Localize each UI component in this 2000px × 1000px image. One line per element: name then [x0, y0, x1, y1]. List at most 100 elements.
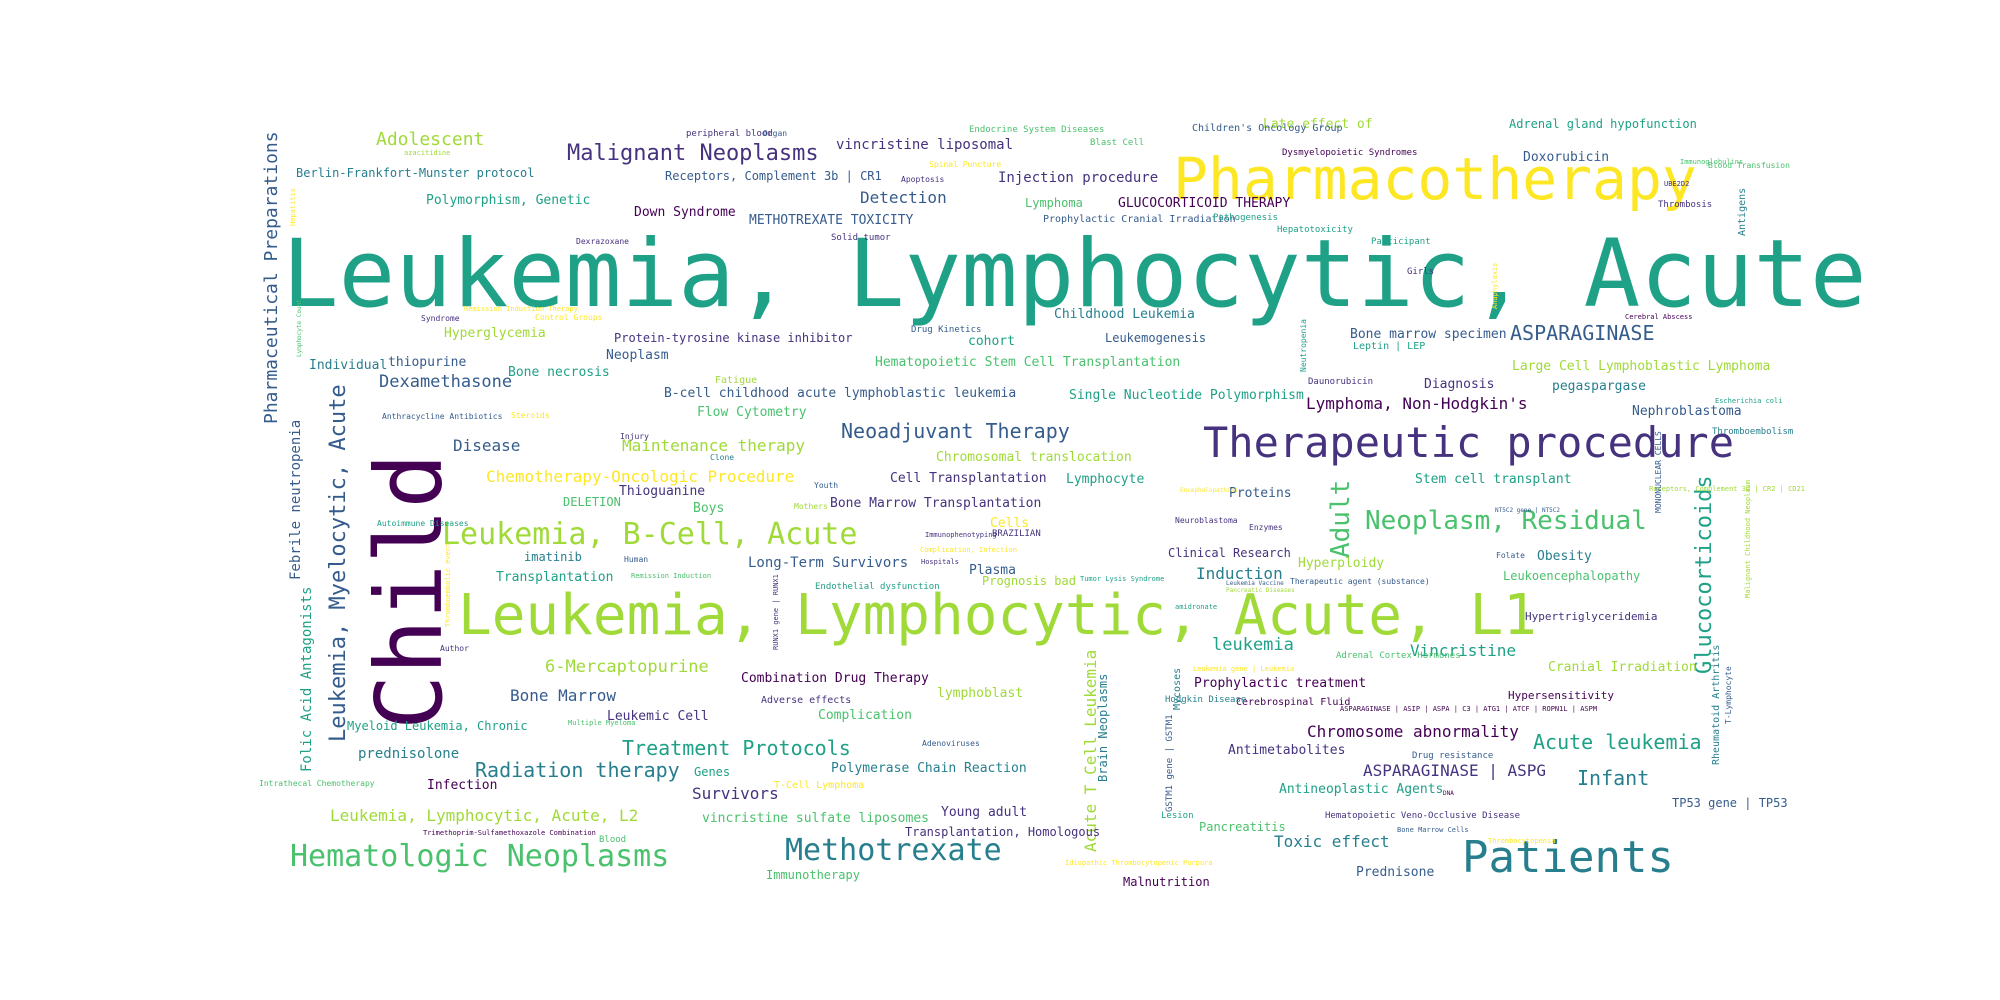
cloud-word: Toxic effect [1274, 832, 1390, 851]
cloud-word: T-Lymphocyte [1724, 666, 1733, 724]
cloud-word: Transplantation, Homologous [905, 825, 1101, 839]
cloud-word: Obesity [1537, 549, 1592, 564]
cloud-word: Transplantation [496, 570, 614, 585]
cloud-word: Febrile neutropenia [288, 419, 304, 580]
cloud-word: Control Groups [535, 313, 603, 322]
cloud-word: vincristine sulfate liposomes [702, 811, 929, 826]
cloud-word: Survivors [692, 784, 779, 803]
cloud-word: Complication, Infection [920, 546, 1017, 554]
cloud-word: Clone [710, 453, 735, 462]
cloud-word: Nephroblastoma [1632, 404, 1742, 419]
cloud-word: Boys [693, 501, 725, 516]
cloud-word: Hyperglycemia [444, 326, 546, 341]
cloud-word: TP53 gene | TP53 [1672, 796, 1788, 810]
cloud-word: Clinical Research [1168, 546, 1291, 560]
cloud-word: Girls [1407, 267, 1435, 277]
cloud-word: Genes [694, 765, 731, 779]
cloud-word: Thrombosis [1658, 200, 1713, 210]
cloud-word: Idiopathic Thrombocytopenic Purpura [1065, 859, 1213, 867]
cloud-word: GSTM1 gene | GSTM1 [1165, 714, 1175, 812]
cloud-word: Leukemia, Lymphocytic, Acute, L2 [330, 806, 639, 825]
cloud-word: Hypersensitivity [1508, 689, 1614, 702]
cloud-word: leukemia [1212, 635, 1294, 655]
cloud-word: Adult [1326, 479, 1356, 558]
cloud-word: Prophylactic Cranial Irradiation [1043, 214, 1236, 225]
cloud-word: Neoadjuvant Therapy [841, 419, 1070, 443]
cloud-word: Therapeutic procedure [1203, 418, 1735, 467]
cloud-word: amidronate [1175, 603, 1218, 611]
cloud-word: Trimethoprim-Sulfamethoxazole Combinatio… [423, 829, 596, 837]
cloud-word: Bone Marrow Transplantation [830, 496, 1042, 511]
cloud-word: Tumor Lysis Syndrome [1080, 575, 1165, 583]
cloud-word: Encephalopathies [1180, 487, 1238, 494]
cloud-word: B-cell childhood acute lymphoblastic leu… [664, 386, 1017, 401]
cloud-word: Dexrazoxane [576, 237, 629, 246]
cloud-word: Pharmacotherapy [1173, 145, 1697, 213]
cloud-word: peripheral blood [686, 129, 773, 139]
cloud-word: Adverse effects [761, 695, 852, 706]
cloud-word: Cerebral Abscess [1625, 313, 1693, 321]
cloud-word: Hodgkin Disease [1165, 695, 1247, 705]
cloud-word: Hepatitis [289, 188, 297, 226]
cloud-word: cohort [968, 334, 1015, 349]
cloud-word: Down Syndrome [634, 205, 736, 220]
cloud-word: Late effect of [1263, 117, 1373, 132]
cloud-word: vincristine liposomal [836, 137, 1014, 153]
cloud-word: ASPARAGINASE | ASIP | ASPA | C3 | ATG1 |… [1340, 705, 1598, 713]
cloud-word: Pancreatic Diseases [1226, 587, 1295, 594]
cloud-word: prednisolone [358, 746, 460, 762]
cloud-word: Berlin-Frankfort-Munster protocol [296, 166, 535, 180]
cloud-word: T-Cell Lymphoma [774, 780, 865, 791]
cloud-word: Leukemia, Lymphocytic, Acute, L1 [458, 583, 1537, 648]
cloud-word: Dexamethasone [379, 372, 513, 392]
cloud-word: thiopurine [388, 355, 467, 370]
cloud-word: Pharmaceutical Preparations [261, 131, 282, 424]
cloud-word: Adrenal Cortex Hormones [1336, 651, 1461, 661]
cloud-word: Combination Drug Therapy [741, 671, 929, 686]
cloud-word: Immunophenotyping [925, 531, 997, 539]
cloud-word: Young adult [941, 805, 1028, 820]
cloud-word: Lymphocyte [1066, 472, 1145, 487]
cloud-word: Syndrome [421, 314, 460, 323]
cloud-word: lymphoblast [937, 686, 1024, 701]
cloud-word: Anaphylaxis [1491, 262, 1499, 309]
cloud-word: Endocrine System Diseases [969, 125, 1105, 135]
cloud-word: Protein-tyrosine kinase inhibitor [614, 331, 853, 345]
cloud-word: Prednisone [1356, 865, 1435, 880]
cloud-word: Leukemogenesis [1105, 331, 1207, 345]
cloud-word: Neutropenia [1299, 319, 1308, 372]
cloud-word: azacitidine [404, 149, 451, 157]
cloud-word: Organ [763, 129, 788, 138]
cloud-word: Enzymes [1249, 523, 1283, 532]
cloud-word: Hospitals [921, 558, 959, 566]
cloud-word: Spinal Puncture [929, 160, 1002, 169]
cloud-word: Large Cell Lymphoblastic Lymphoma [1512, 359, 1771, 374]
cloud-word: Stem cell transplant [1415, 472, 1572, 487]
cloud-word: Injury [620, 432, 649, 441]
cloud-word: Pancreatitis [1199, 820, 1286, 834]
cloud-word: Brain Neoplasms [1096, 673, 1110, 782]
cloud-word: MONONUCLEAR CELLS [1654, 431, 1663, 513]
cloud-word: Blood [599, 835, 627, 845]
cloud-word: Cerebrospinal Fluid [1236, 697, 1351, 708]
cloud-word: Plasma [969, 563, 1016, 578]
cloud-word: DELETION [563, 495, 621, 509]
cloud-word: Leukoencephalopathy [1503, 569, 1641, 583]
cloud-word: Acute leukemia [1533, 730, 1702, 754]
cloud-word: Malignant Neoplasms [567, 141, 819, 166]
cloud-word: Blood Transfusion [1708, 161, 1790, 170]
cloud-word: Blast Cell [1090, 138, 1145, 148]
cloud-word: Leukemia, Lymphocytic, Acute [282, 220, 1867, 329]
cloud-word: Long-Term Survivors [748, 555, 909, 571]
cloud-word: RUNX1 gene | RUNX1 [772, 574, 780, 650]
cloud-word: 6-Mercaptopurine [545, 657, 709, 677]
cloud-word: Leukemia gene | Leukemia [1193, 665, 1295, 673]
cloud-word: Infection [427, 778, 498, 793]
cloud-word: Polymorphism, Genetic [426, 193, 591, 208]
cloud-word: Injection procedure [998, 170, 1159, 186]
cloud-word: Mothers [794, 502, 828, 511]
cloud-word: Adolescent [376, 129, 485, 150]
cloud-word: Hematologic Neoplasms [290, 839, 670, 874]
cloud-word: Hepatotoxicity [1277, 225, 1353, 235]
